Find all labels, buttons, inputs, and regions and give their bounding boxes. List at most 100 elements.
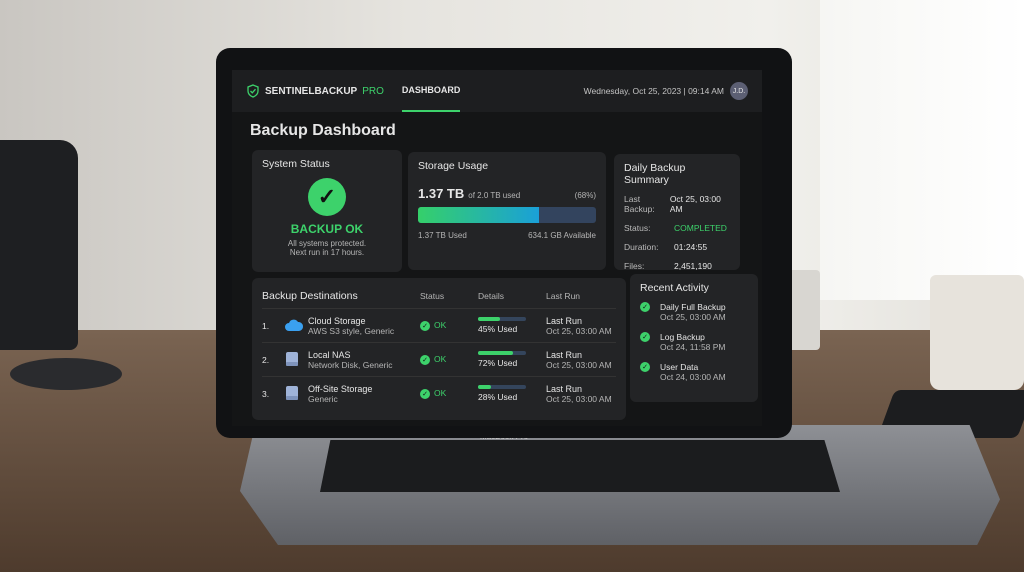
destination-type: AWS S3 style, Generic <box>308 325 395 336</box>
summary-value: COMPLETED <box>674 223 727 233</box>
summary-value: Oct 25, 03:00 AM <box>669 194 721 214</box>
storage-percent: (68%) <box>574 191 596 200</box>
card-title: System Status <box>262 158 330 170</box>
logo-text: SENTINELBACKUP <box>265 85 358 97</box>
destination-row[interactable]: 3. Off-Site Storage Generic ✓ OK 28% Used … <box>262 376 616 410</box>
destination-type: Generic <box>308 393 338 404</box>
usage-bar-fill <box>478 317 500 321</box>
storage-total: of 2.0 TB used <box>468 191 521 200</box>
summary-row: Status: COMPLETED <box>624 223 730 233</box>
storage-bar <box>418 207 596 223</box>
card-title: Daily Backup Summary <box>624 162 686 186</box>
datetime: Wednesday, Oct 25, 2023 | 09:14 AM <box>583 86 724 96</box>
summary-row: Duration: 01:24:55 <box>624 242 730 252</box>
last-run-label: Last Run <box>546 349 583 360</box>
usage-bar <box>478 351 526 355</box>
system-status-card: System Status ✓ BACKUP OK All systems pr… <box>252 150 402 272</box>
storage-card: Storage Usage 1.37 TB of 2.0 TB used (68… <box>408 152 606 270</box>
logo[interactable]: SENTINELBACKUP PRO <box>246 84 384 98</box>
screen: SENTINELBACKUP PRO DASHBOARD Wednesday, O… <box>232 70 762 426</box>
logo-pro: PRO <box>362 85 384 97</box>
last-run: Oct 25, 03:00 AM <box>546 393 612 404</box>
available-label: 634.1 GB Available <box>528 231 596 240</box>
destination-name: Cloud Storage <box>308 315 366 326</box>
avatar[interactable]: J.D. <box>730 82 748 100</box>
activity-title: Daily Full Backup <box>660 302 726 312</box>
storage-used: 1.37 TB <box>418 186 465 201</box>
activity-title: Log Backup <box>660 332 705 342</box>
laptop-keyboard <box>320 440 840 492</box>
row-number: 1. <box>262 320 270 331</box>
destinations-card: Backup Destinations Status Details Last … <box>252 278 626 420</box>
column-header: Status <box>420 291 445 301</box>
last-run-label: Last Run <box>546 383 583 394</box>
check-icon: ✓ <box>640 362 650 372</box>
summary-row: Last Backup: Oct 25, 03:00 AM <box>624 194 730 214</box>
usage-label: 72% Used <box>478 358 518 368</box>
tab-dashboard[interactable]: DASHBOARD <box>401 70 461 112</box>
column-header: Details <box>478 291 504 301</box>
mouse <box>10 358 122 390</box>
row-number: 2. <box>262 354 270 365</box>
summary-key: Status: <box>624 223 651 233</box>
activity-item[interactable]: ✓ Log Backup Oct 24, 11:58 PM <box>640 332 748 352</box>
check-icon: ✓ <box>640 332 650 342</box>
page-title: Backup Dashboard <box>250 122 396 139</box>
cloud-icon <box>284 319 308 333</box>
mug <box>930 275 1024 390</box>
card-title: Recent Activity <box>640 282 709 294</box>
destination-name: Local NAS <box>308 349 351 360</box>
chair <box>0 140 78 350</box>
activity-time: Oct 25, 03:00 AM <box>660 312 726 322</box>
shield-icon <box>247 84 259 98</box>
activity-title: User Data <box>660 362 699 372</box>
storage-bar-fill <box>418 207 540 223</box>
summary-key: Last Backup: <box>624 194 655 214</box>
destination-type: Network Disk, Generic <box>308 359 393 370</box>
check-icon: ✓ <box>420 321 430 331</box>
status-line: Next run in 17 hours. <box>289 248 365 257</box>
disk-icon <box>284 351 308 369</box>
used-label: 1.37 TB Used <box>418 231 467 240</box>
activity-card: Recent Activity ✓ Daily Full Backup Oct 25… <box>630 274 758 402</box>
window <box>820 0 1024 300</box>
last-run-label: Last Run <box>546 315 583 326</box>
last-run: Oct 25, 03:00 AM <box>546 359 612 370</box>
top-bar: SENTINELBACKUP PRO DASHBOARD Wednesday, O… <box>232 70 762 112</box>
card-title: Backup Destinations <box>262 290 358 302</box>
destination-row[interactable]: 1. Cloud Storage AWS S3 style, Generic ✓ O… <box>262 308 616 342</box>
check-icon: ✓ <box>420 389 430 399</box>
activity-time: Oct 24, 11:58 PM <box>660 342 726 352</box>
summary-card: Daily Backup Summary Last Backup: Oct 25,… <box>614 154 740 271</box>
check-icon: ✓ <box>640 302 650 312</box>
activity-item[interactable]: ✓ User Data Oct 24, 03:00 AM <box>640 362 748 382</box>
destination-name: Off-Site Storage <box>308 383 373 394</box>
activity-item[interactable]: ✓ Daily Full Backup Oct 25, 03:00 AM <box>640 302 748 322</box>
usage-bar <box>478 385 526 389</box>
check-circle-icon: ✓ <box>308 178 346 216</box>
summary-value: 2,451,190 <box>674 261 712 271</box>
status-line: All systems protected. <box>287 239 367 248</box>
last-run: Oct 25, 03:00 AM <box>546 325 612 336</box>
status-text: BACKUP OK <box>290 222 364 236</box>
usage-label: 28% Used <box>478 392 518 402</box>
status-text: OK <box>434 388 447 398</box>
summary-row: Files: 2,451,190 <box>624 261 730 271</box>
usage-label: 45% Used <box>478 324 518 334</box>
status-badge: ✓ OK <box>420 320 478 331</box>
disk-icon <box>284 385 308 403</box>
status-text: OK <box>434 354 447 364</box>
destination-row[interactable]: 2. Local NAS Network Disk, Generic ✓ OK 72… <box>262 342 616 376</box>
status-text: OK <box>434 320 447 330</box>
card-title: Storage Usage <box>418 160 489 172</box>
usage-bar <box>478 317 526 321</box>
usage-bar-fill <box>478 385 492 389</box>
summary-value: 01:24:55 <box>674 242 708 252</box>
status-badge: ✓ OK <box>420 388 478 399</box>
summary-key: Duration: <box>624 242 659 252</box>
row-number: 3. <box>262 388 270 399</box>
check-icon: ✓ <box>420 355 430 365</box>
usage-bar-fill <box>478 351 513 355</box>
column-header: Last Run <box>546 291 581 301</box>
summary-key: Files: <box>624 261 645 271</box>
